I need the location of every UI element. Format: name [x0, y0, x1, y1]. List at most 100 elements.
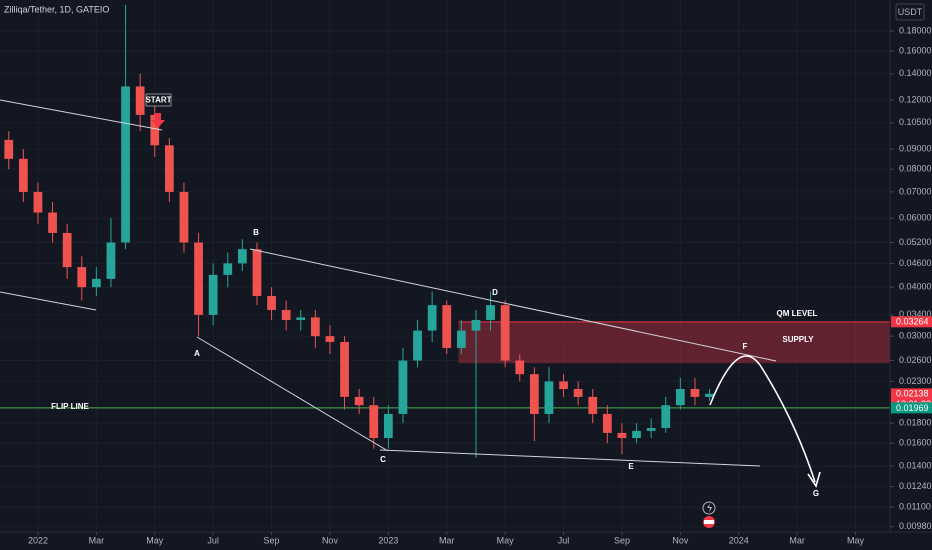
candle-body [77, 267, 87, 288]
price-tag-label: 0.02138 [896, 389, 929, 399]
x-tick-label: Jul [558, 535, 570, 545]
x-tick-label: 2022 [28, 535, 48, 545]
zone-layer: SUPPLY FLIP LINE [0, 321, 890, 411]
time-axis: 2022 Mar May Jul Sep Nov 2023 Mar May Jul Sep Nov 20… [28, 532, 865, 545]
candle-body [4, 139, 14, 159]
x-tick-label: Nov [322, 535, 339, 545]
candle-body [179, 191, 189, 243]
candle-body [369, 405, 379, 438]
candle-body [18, 158, 28, 192]
projection-arrowhead [807, 471, 821, 488]
trendline [0, 291, 97, 311]
candle-body [559, 381, 568, 389]
y-tick-label: 0.09000 [899, 143, 932, 153]
start-box [145, 93, 172, 107]
candle-body [690, 388, 700, 397]
start-arrow [151, 113, 165, 128]
trendline [0, 99, 163, 131]
candle-body [471, 319, 481, 331]
candle-body [500, 305, 510, 361]
event-icon-bolt [707, 503, 712, 513]
label-b: B [253, 228, 259, 237]
y-tick-label: 0.08000 [899, 164, 932, 174]
price-tag-label: 0.03264 [896, 317, 929, 327]
trendline [249, 248, 777, 362]
candle-body [588, 396, 598, 414]
label-g: G [813, 489, 819, 498]
y-tick-label: 0.04600 [899, 258, 932, 268]
x-tick-label: Sep [264, 535, 280, 545]
supply-zone [458, 321, 890, 364]
flag-icon-stripe [704, 520, 714, 524]
projection-curve [709, 355, 816, 483]
candle-body [237, 249, 247, 264]
candle-body [632, 430, 641, 438]
candle-body [135, 86, 145, 115]
trendline [379, 449, 761, 467]
candle-body [208, 274, 218, 315]
x-tick-label: 2024 [729, 535, 749, 545]
price-tag-label: 0.01969 [896, 403, 929, 413]
candle-body [486, 305, 495, 320]
currency-box [895, 3, 925, 21]
x-tick-label: Mar [439, 535, 455, 545]
candle-body [573, 388, 583, 397]
candle-body [456, 330, 466, 348]
label-f: F [743, 342, 748, 351]
candle-body [661, 405, 671, 428]
candle-body [267, 295, 276, 310]
y-tick-label: 0.01100 [899, 501, 931, 511]
candle-body [252, 249, 262, 296]
candle-body [33, 191, 43, 213]
y-tick-label: 0.00980 [899, 521, 932, 531]
candle-body [675, 388, 685, 406]
price-axis: 0.18000 0.16000 0.14000 0.12000 0.10500 0.090… [890, 25, 932, 531]
y-tick-label: 0.02300 [899, 376, 932, 386]
y-tick-label: 0.18000 [899, 25, 932, 35]
candle-body [281, 309, 291, 320]
candle-body [150, 114, 160, 146]
label-e: E [628, 462, 634, 471]
candle-body [427, 305, 437, 331]
price-tag [891, 316, 932, 328]
candle-body [340, 341, 349, 397]
y-tick-label: 0.10500 [899, 117, 932, 127]
x-tick-label: 2023 [378, 535, 398, 545]
candle-body [442, 305, 452, 348]
y-tick-label: 0.01600 [899, 438, 932, 448]
currency: USDT [898, 7, 923, 17]
label-d: D [492, 288, 498, 297]
y-tick-label: 0.01800 [899, 418, 932, 428]
y-tick-label: 0.05200 [899, 237, 932, 247]
x-tick-label: Sep [614, 535, 630, 545]
y-tick-label: 0.03000 [899, 331, 932, 341]
label-a: A [194, 349, 200, 358]
candle-body [121, 86, 130, 243]
price-tag [891, 402, 932, 414]
y-tick-label: 0.01240 [899, 481, 932, 491]
x-tick-label: Mar [89, 535, 105, 545]
supply-zone-label: SUPPLY [782, 335, 814, 344]
trendlines [0, 99, 821, 488]
y-tick-label: 0.03400 [899, 309, 932, 319]
candle-body [48, 212, 57, 233]
trendline [196, 336, 389, 452]
x-tick-label: Jul [207, 535, 219, 545]
x-tick-label: Mar [789, 535, 805, 545]
label-c: C [380, 455, 386, 464]
candle-body [544, 381, 554, 414]
candle-body [62, 232, 72, 268]
candle-body [413, 330, 422, 361]
candle-body [617, 432, 627, 438]
candle-body [106, 242, 116, 279]
candle-body [164, 145, 174, 192]
y-tick-label: 0.16000 [899, 45, 932, 55]
candle-body [529, 374, 539, 414]
chart-title: Zilliqa/Tether, 1D, GATEIO [4, 4, 109, 14]
x-tick-label: May [497, 535, 515, 545]
candles [4, 4, 714, 458]
label-start: START [145, 96, 171, 105]
